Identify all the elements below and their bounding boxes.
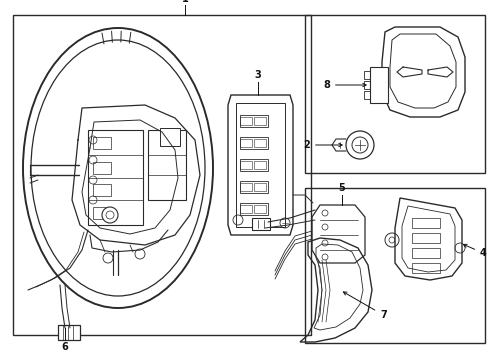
Bar (240, 139, 251, 147)
Bar (148, 130, 185, 200)
Bar (240, 181, 267, 193)
Circle shape (106, 211, 114, 219)
Bar (93, 137, 111, 149)
Bar (240, 159, 267, 171)
Bar (58, 325, 80, 340)
Text: 7: 7 (343, 292, 386, 320)
Bar (305, 188, 484, 343)
Bar (251, 218, 269, 230)
Bar (253, 139, 265, 147)
Bar (240, 205, 251, 213)
Text: 1: 1 (181, 0, 188, 4)
Bar (411, 248, 439, 258)
Bar (13, 15, 310, 335)
Bar (240, 117, 251, 125)
Bar (240, 161, 251, 169)
Bar (240, 115, 267, 127)
Circle shape (102, 207, 118, 223)
Bar (411, 263, 439, 273)
Text: 5: 5 (338, 183, 345, 193)
Bar (305, 15, 484, 173)
Text: 6: 6 (61, 342, 68, 352)
Bar (93, 184, 111, 196)
Bar (253, 183, 265, 191)
Bar (93, 162, 111, 174)
Bar (240, 137, 267, 149)
Bar (363, 81, 369, 89)
Text: 3: 3 (254, 70, 261, 80)
Bar (240, 203, 267, 215)
Bar (253, 161, 265, 169)
Text: 8: 8 (323, 80, 366, 90)
Bar (253, 117, 265, 125)
Bar (253, 205, 265, 213)
Bar (363, 91, 369, 99)
Bar (93, 207, 111, 219)
Bar (160, 128, 180, 146)
Text: 2: 2 (303, 140, 342, 150)
Bar (411, 233, 439, 243)
Bar (411, 218, 439, 228)
Bar (88, 130, 142, 225)
Bar (363, 71, 369, 79)
Text: 4: 4 (463, 244, 486, 258)
Bar (369, 67, 387, 103)
Bar (240, 183, 251, 191)
